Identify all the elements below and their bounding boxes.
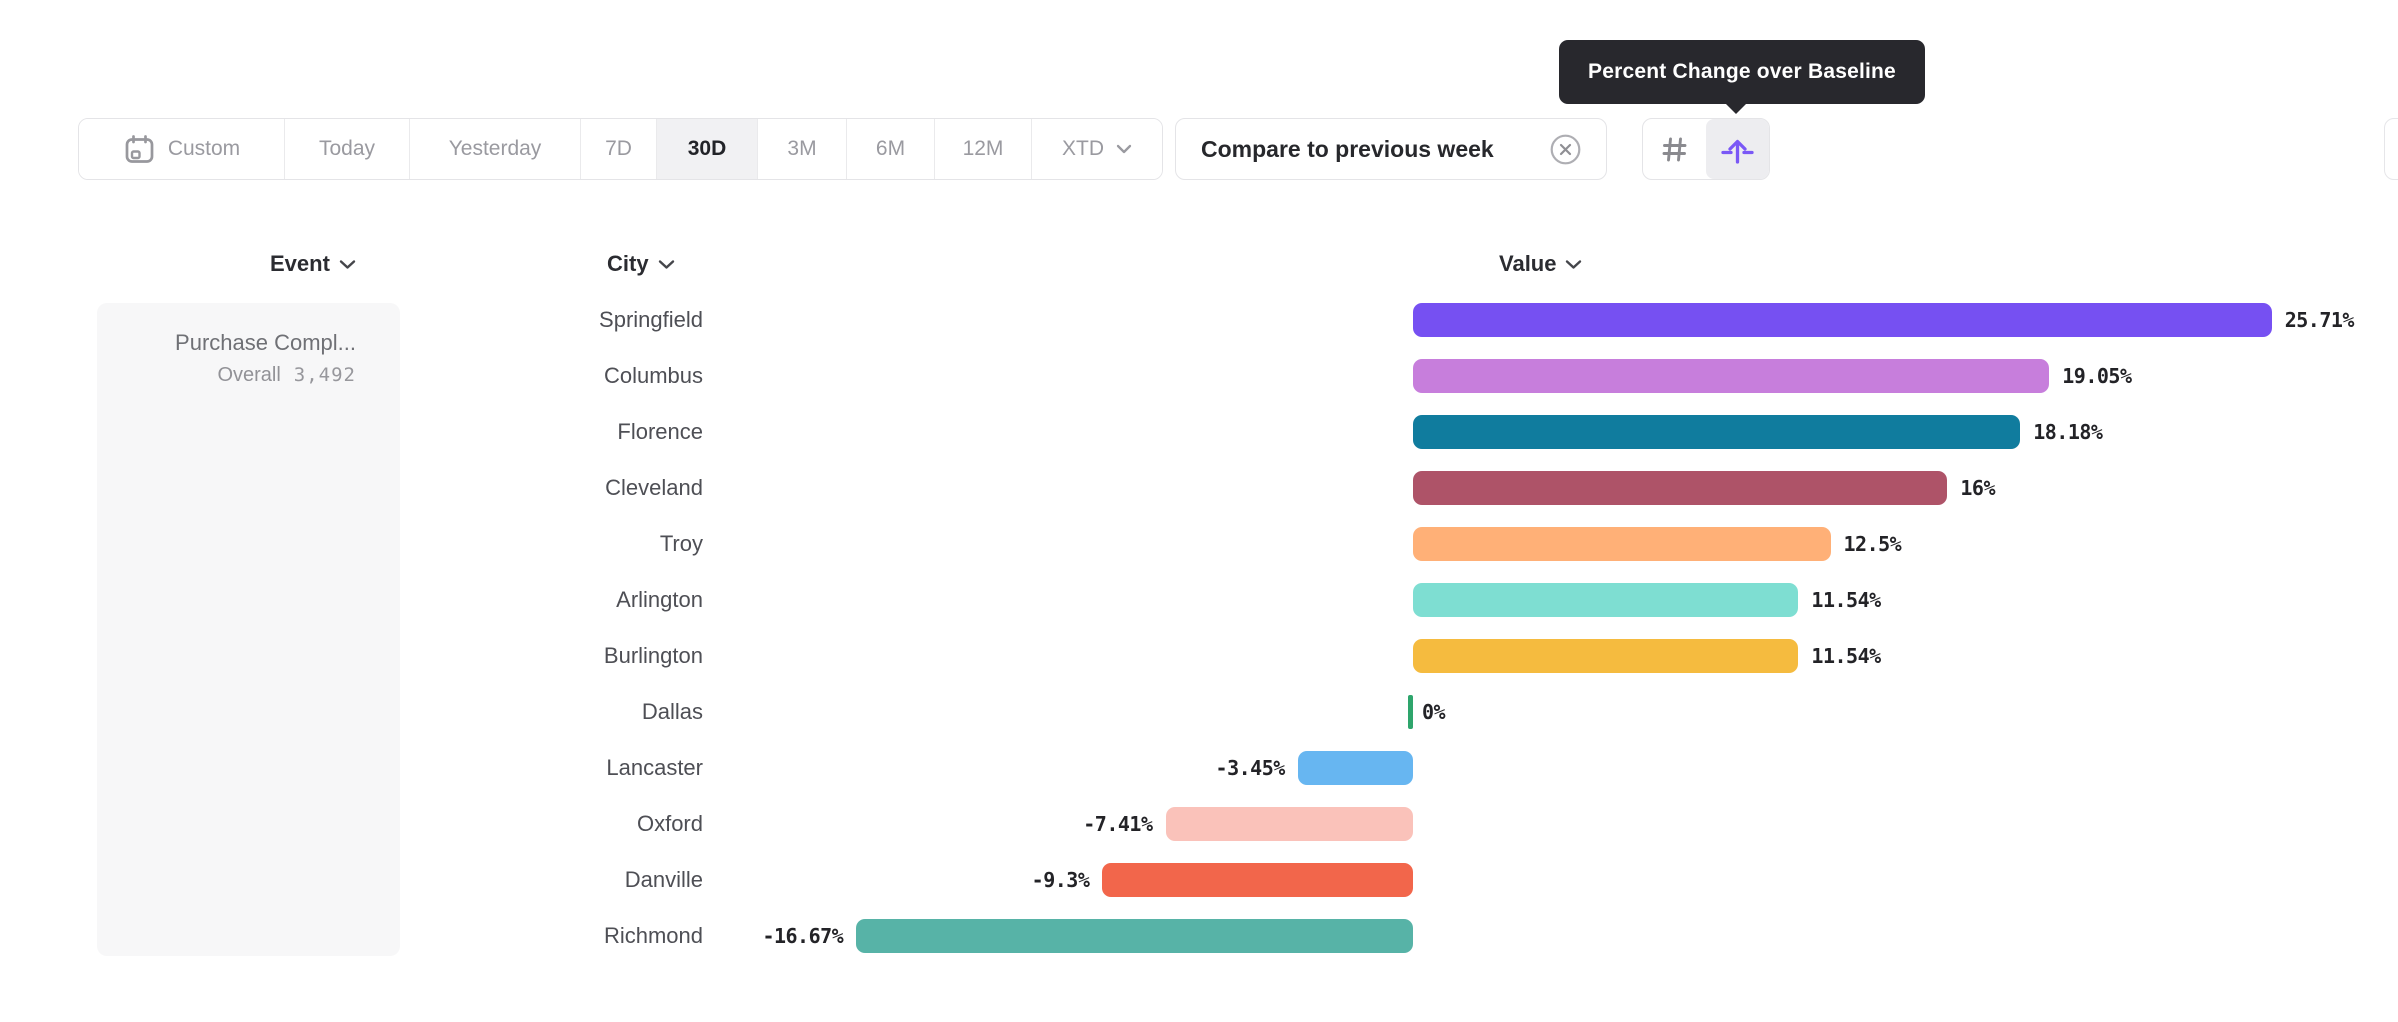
chart-row: Dallas 0% xyxy=(0,684,2398,740)
city-label: Columbus xyxy=(603,363,703,388)
comparison-label: Compare to previous week xyxy=(1201,135,1494,162)
value-label: 11.54% xyxy=(1811,644,1881,668)
value-label: 19.05% xyxy=(2062,364,2132,388)
range-label: XTD xyxy=(1062,137,1104,160)
chart-row: Troy 12.5% xyxy=(0,516,2398,572)
range-label: 3M xyxy=(787,137,817,160)
tooltip: Percent Change over Baseline xyxy=(1559,40,1925,114)
calendar-icon xyxy=(123,133,156,166)
value-bar[interactable] xyxy=(856,919,1413,953)
column-header-event-label: Event xyxy=(270,251,330,276)
event-panel[interactable]: Purchase Compl... Overall 3,492 xyxy=(97,303,400,956)
range-label: Yesterday xyxy=(448,137,542,160)
value-label: 25.71% xyxy=(2284,308,2355,332)
range-label: 6M xyxy=(875,137,906,160)
hash-icon xyxy=(1658,133,1691,166)
city-label: Burlington xyxy=(603,643,703,668)
value-bar[interactable] xyxy=(1413,639,1799,673)
chevron-down-icon xyxy=(1565,259,1582,270)
value-label: 18.18% xyxy=(2033,420,2103,444)
chart-row: Burlington 11.54% xyxy=(0,628,2398,684)
value-label: 0% xyxy=(1422,700,1446,724)
value-bar[interactable] xyxy=(1413,471,1948,505)
baseline-arrow-icon xyxy=(1719,131,1756,168)
city-label: Cleveland xyxy=(605,475,703,500)
city-label: Springfield xyxy=(599,307,703,332)
range-custom[interactable]: Custom xyxy=(79,119,284,179)
overall-label: Overall xyxy=(217,364,281,386)
value-label: -3.45% xyxy=(1215,756,1286,780)
value-label: -16.67% xyxy=(762,924,844,948)
city-label: Florence xyxy=(617,419,703,444)
chart-row: Springfield 25.71% xyxy=(0,292,2398,348)
chevron-down-icon xyxy=(1116,144,1132,154)
column-header-value-label: Value xyxy=(1499,251,1557,276)
comparison-pill[interactable]: Compare to previous week xyxy=(1175,118,1607,180)
city-label: Danville xyxy=(624,867,703,892)
overall-value: 3,492 xyxy=(293,364,356,386)
date-range-picker: Custom Today Yesterday 7D 30D 3M 6M 12M XTD xyxy=(78,118,1163,180)
value-label: 11.54% xyxy=(1811,588,1881,612)
city-label: Lancaster xyxy=(606,755,703,780)
value-label: -7.41% xyxy=(1083,812,1153,836)
column-header-city[interactable]: City xyxy=(607,248,675,280)
range-6m[interactable]: 6M xyxy=(846,119,934,179)
value-bar[interactable] xyxy=(1413,527,1831,561)
absolute-numbers-button[interactable] xyxy=(1643,119,1706,179)
range-7d[interactable]: 7D xyxy=(580,119,656,179)
chart-row: Florence 18.18% xyxy=(0,404,2398,460)
tooltip-text: Percent Change over Baseline xyxy=(1588,60,1896,83)
value-bar[interactable] xyxy=(1297,751,1413,785)
bar-chart: Springfield 25.71% Columbus 19.05% Florence 1… xyxy=(0,292,2398,964)
range-label: 7D xyxy=(605,137,632,160)
chart-row: Lancaster -3.45% xyxy=(0,740,2398,796)
chart-row: Danville -9.3% xyxy=(0,852,2398,908)
column-header-event[interactable]: Event xyxy=(270,248,356,280)
city-label: Dallas xyxy=(641,699,703,724)
city-label: Oxford xyxy=(636,811,703,836)
value-bar[interactable] xyxy=(1102,863,1413,897)
range-label: Today xyxy=(318,137,376,160)
chevron-down-icon xyxy=(339,259,356,270)
city-label: Richmond xyxy=(603,923,703,948)
value-label: 12.5% xyxy=(1843,532,1902,556)
percent-change-over-baseline-button[interactable] xyxy=(1706,119,1769,179)
circle-x-icon[interactable] xyxy=(1550,134,1581,165)
value-label: 16% xyxy=(1960,476,1996,500)
value-bar[interactable] xyxy=(1413,359,2050,393)
range-30d[interactable]: 30D xyxy=(656,119,757,179)
value-bar[interactable] xyxy=(1413,583,1799,617)
event-overall-row: Overall 3,492 xyxy=(97,364,356,387)
value-bar[interactable] xyxy=(1413,303,2272,337)
tooltip-arrow xyxy=(1725,103,1747,114)
value-label: -9.3% xyxy=(1031,868,1090,892)
range-today[interactable]: Today xyxy=(284,119,409,179)
chart-row: Arlington 11.54% xyxy=(0,572,2398,628)
clipped-button[interactable] xyxy=(2384,118,2398,180)
city-label: Troy xyxy=(659,531,703,556)
chart-row: Richmond -16.67% xyxy=(0,908,2398,964)
chart-row: Cleveland 16% xyxy=(0,460,2398,516)
range-12m[interactable]: 12M xyxy=(934,119,1031,179)
column-header-city-label: City xyxy=(607,251,649,276)
toolbar: Custom Today Yesterday 7D 30D 3M 6M 12M XTD Comp… xyxy=(0,118,2398,180)
range-3m[interactable]: 3M xyxy=(757,119,846,179)
chart-row: Columbus 19.05% xyxy=(0,348,2398,404)
chart-row: Oxford -7.41% xyxy=(0,796,2398,852)
event-name: Purchase Compl... xyxy=(175,330,356,355)
value-bar[interactable] xyxy=(1165,807,1413,841)
range-yesterday[interactable]: Yesterday xyxy=(409,119,580,179)
city-label: Arlington xyxy=(616,587,703,612)
range-xtd[interactable]: XTD xyxy=(1031,119,1162,179)
value-mode-toggle xyxy=(1642,118,1770,180)
range-label: 30D xyxy=(687,137,727,160)
range-label: Custom xyxy=(167,137,241,160)
value-bar[interactable] xyxy=(1408,695,1413,729)
column-header-value[interactable]: Value xyxy=(1499,248,1582,280)
value-bar[interactable] xyxy=(1413,415,2021,449)
chevron-down-icon xyxy=(658,259,675,270)
range-label: 12M xyxy=(962,137,1004,160)
